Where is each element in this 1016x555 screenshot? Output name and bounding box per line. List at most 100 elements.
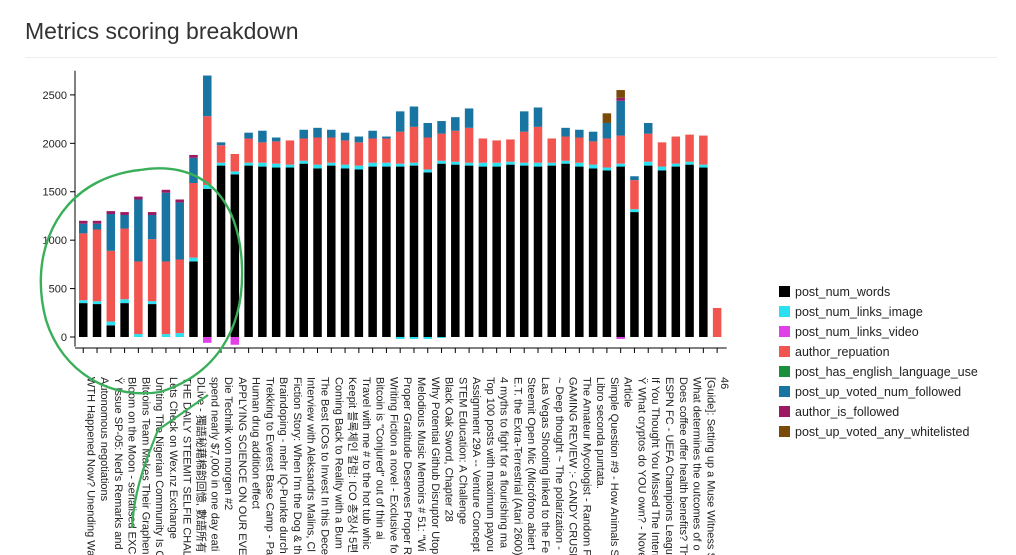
bar-segment-author-repuation — [161, 261, 171, 335]
bar-segment-negative-post-num-links-image — [423, 337, 432, 339]
bar-segment-author-repuation — [271, 141, 281, 164]
category-label: Travel with me # to the hot tub whic — [360, 377, 372, 550]
bar-segment-author-repuation — [602, 138, 612, 168]
bar-segment-author-repuation — [561, 136, 570, 161]
bar-segment-post-num-words — [354, 169, 364, 337]
bar-segment-post-num-links-image — [340, 164, 350, 169]
bar-segment-post-num-words — [519, 165, 529, 337]
bar-segment-author-is-followed — [79, 220, 88, 224]
category-label: Proper Gratitude Deserves Proper R — [401, 377, 413, 555]
bar-segment-post-up-voted-num-followed — [519, 111, 529, 132]
bar-segment-author-repuation — [340, 140, 350, 165]
bar-segment-post-num-words — [575, 166, 584, 337]
legend-label: post_has_english_language_use — [795, 365, 978, 379]
bar-segment-post-num-links-image — [492, 162, 501, 167]
bar-segment-post-up-voted-num-followed — [588, 131, 598, 142]
bar-segment-post-num-words — [699, 167, 708, 337]
legend: post_num_words post_num_links_image post_n… — [779, 285, 978, 439]
bar-segment-author-repuation — [464, 127, 474, 163]
bar-segment-post-up-voted-num-followed — [561, 127, 570, 137]
bar-segment-post-num-words — [395, 166, 405, 337]
category-label: Interview with Aleksandrs Malins, Cl — [305, 377, 317, 552]
bar-segment-author-is-followed — [175, 199, 184, 203]
bar-segment-author-is-followed — [106, 211, 116, 215]
category-label: ESPN FC - UEFA Champions League — [663, 377, 675, 555]
category-label: ~ Deep thought ~ The polarization - — [553, 377, 565, 550]
legend-swatch — [779, 326, 790, 337]
category-label: Fiction Story: When I'm the Dog & th — [291, 377, 303, 555]
bar-segment-author-repuation — [175, 259, 184, 334]
legend-label: post_up_voted_num_followed — [795, 385, 961, 399]
legend-label: author_is_followed — [795, 405, 899, 419]
bar-segment-post-num-words — [340, 168, 350, 337]
bar-segment-post-up-voted-num-followed — [299, 129, 308, 139]
category-label: STEM Education: A Challenge — [456, 377, 468, 524]
bar-segment-post-num-links-image — [506, 161, 515, 165]
bar-segment-author-repuation — [685, 134, 694, 162]
bar-segment-post-num-words — [189, 261, 198, 337]
category-label: The Amateur Mycologist - Random F — [580, 377, 592, 555]
bar-segment-author-repuation — [588, 141, 598, 165]
bar-segment-author-repuation — [216, 145, 226, 163]
bar-segment-post-num-links-image — [630, 209, 639, 213]
bar-segment-post-num-links-image — [327, 162, 336, 166]
bar-segment-post-num-words — [478, 166, 488, 337]
bar-segment-post-num-links-image — [285, 164, 295, 168]
bar-segment-post-up-voted-num-followed — [216, 142, 226, 146]
category-label: 46 — [718, 377, 730, 389]
bar-segment-post-up-voted-num-followed — [575, 129, 584, 138]
bar-segment-post-num-words — [533, 166, 543, 337]
category-label: Does coffee offer health benefits? Th — [677, 377, 689, 555]
category-label: GAMING REVIEW :- CANDY CRUSH S — [567, 377, 579, 555]
bar-segment-author-repuation — [519, 131, 529, 163]
bar-segment-post-num-links-image — [244, 162, 253, 166]
bar-segment-post-num-links-image — [643, 161, 653, 166]
bar-segment-post-num-links-image — [464, 162, 474, 166]
bar-segment-post-up-voted-num-followed — [409, 106, 419, 127]
bar-segment-author-repuation — [671, 136, 681, 164]
bar-segment-author-repuation — [616, 135, 625, 164]
bar-segment-post-num-links-image — [175, 333, 184, 337]
page-title: Metrics scoring breakdown — [25, 18, 299, 44]
bar-segment-post-up-voted-num-followed — [382, 136, 391, 139]
bar-segment-post-num-words — [203, 188, 212, 337]
bar-segment-author-repuation — [533, 126, 543, 163]
bar-segment-post-up-voted-num-followed — [106, 214, 116, 251]
bar-segment-author-repuation — [478, 138, 488, 163]
bar-segment-post-up-voted-num-followed — [616, 100, 625, 136]
bar-segment-post-num-words — [588, 168, 598, 337]
bar-segment-post-num-links-image — [216, 162, 226, 166]
legend-label: author_repuation — [795, 345, 890, 359]
bar-segment-post-num-words — [616, 166, 625, 337]
bar-segment-post-num-links-image — [313, 164, 322, 169]
title-divider — [25, 57, 997, 58]
legend-swatch — [779, 426, 790, 437]
category-label: [Guide]: Setting up a Muse Witness S — [704, 377, 716, 555]
category-label: Autonomous negotiations — [98, 377, 110, 502]
bar-segment-author-is-followed — [120, 212, 129, 215]
bar-segment-post-num-words — [147, 304, 157, 337]
bar-segment-post-num-links-image — [657, 166, 667, 171]
bar-segment-author-is-followed — [147, 212, 157, 215]
category-label: Writing Fiction a novel - Exclusive fo — [387, 377, 399, 553]
category-label: DLive - 獨語秘藉棉韵回憶, 數語所有 — [194, 377, 208, 553]
bar-segment-post-num-links-image — [230, 171, 240, 175]
bar-segment-post-num-words — [216, 165, 226, 337]
bar-segment-negative-post-num-links-video — [230, 337, 240, 345]
bar-segment-post-num-words — [92, 304, 102, 337]
annotation — [39, 167, 244, 529]
category-label: Bloom on the Moon - serialised EXCL — [126, 377, 138, 555]
bar-segment-author-repuation — [630, 180, 639, 210]
bar-segment-post-num-links-image — [478, 162, 488, 167]
bar-segment-author-repuation — [258, 142, 267, 163]
bar-segment-post-up-voted-num-followed — [451, 117, 460, 131]
bar-segment-author-is-followed — [616, 97, 625, 101]
category-label: Melodious Music Memoirs # 51: "Wi — [415, 377, 427, 551]
bar-segment-author-repuation — [354, 142, 364, 166]
category-label: Uniting The Nigerian Community Is C — [153, 377, 165, 555]
bar-segment-post-num-links-image — [575, 162, 584, 167]
x-axis: WTH Happened Now? Unending War Autonomous… — [75, 347, 730, 555]
bar-segment-post-up-voted-any-whitelisted — [616, 90, 625, 98]
legend-swatch — [779, 386, 790, 397]
bar-segment-author-repuation — [313, 137, 322, 165]
